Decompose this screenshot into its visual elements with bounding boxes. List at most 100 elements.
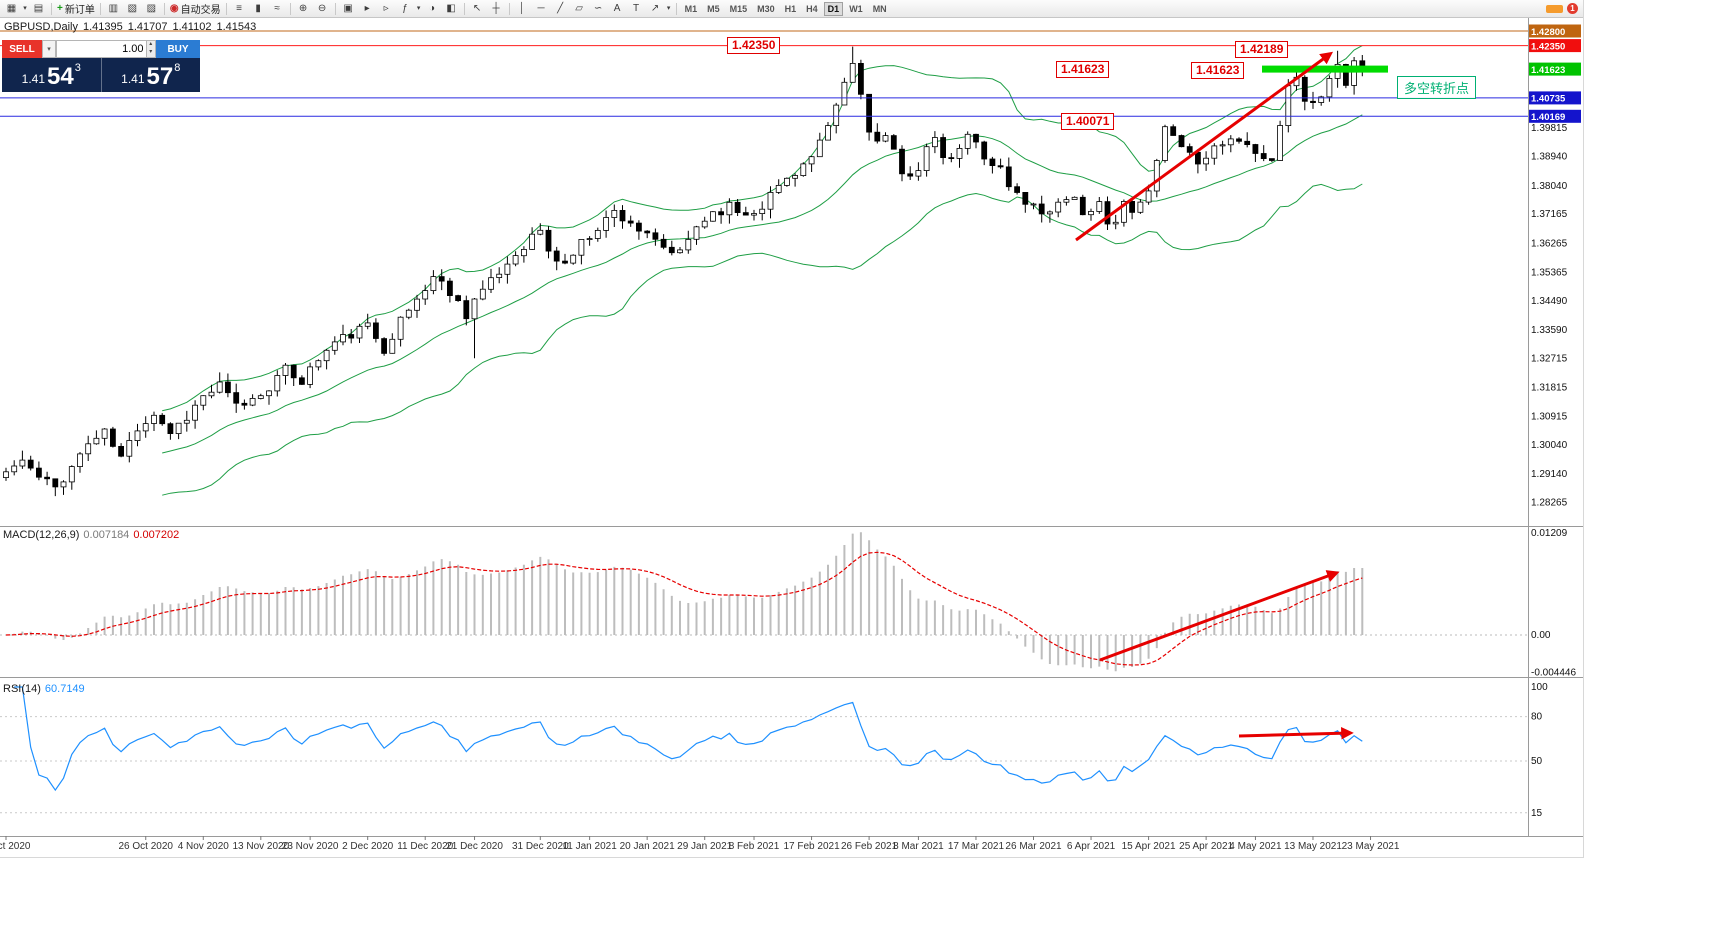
crosshair-button[interactable]: ┼ xyxy=(487,1,506,16)
toolbar-right: 1 xyxy=(1546,3,1583,14)
candle-body xyxy=(973,133,979,143)
volume-down-button[interactable]: ▾ xyxy=(145,49,155,57)
rsi-axis-label: 50 xyxy=(1531,756,1543,767)
autotrading-button[interactable]: ◉ 自动交易 xyxy=(168,1,223,16)
zoom-out-button[interactable]: ⊖ xyxy=(313,1,332,16)
sell-button[interactable]: SELL xyxy=(2,40,42,58)
bid-price[interactable]: 1.41 54 3 xyxy=(2,58,101,92)
candle-body xyxy=(956,147,963,159)
new-chart-button[interactable]: ▦ xyxy=(2,1,21,16)
text-label-button[interactable]: T xyxy=(627,1,646,16)
candle-body xyxy=(603,217,609,231)
community-pill[interactable] xyxy=(1546,4,1563,13)
ask-price[interactable]: 1.41 57 8 xyxy=(100,58,201,92)
candle-body xyxy=(1137,201,1144,213)
horizontal-line-button[interactable]: ─ xyxy=(532,1,551,16)
new-chart-dropdown[interactable]: ▾ xyxy=(21,1,29,16)
profiles-button[interactable]: ▤ xyxy=(29,1,48,16)
candle-body xyxy=(463,300,470,320)
rsi-line xyxy=(14,686,1363,792)
volume-input[interactable] xyxy=(57,41,146,57)
indicators-dropdown[interactable]: ▾ xyxy=(415,1,423,16)
templates-button[interactable]: ◧ xyxy=(442,1,461,16)
timeframe-h4-button[interactable]: H4 xyxy=(806,3,818,14)
candle-body xyxy=(759,208,766,214)
trendline-button[interactable]: ╱ xyxy=(551,1,570,16)
date-label: 26 Oct 2020 xyxy=(118,841,173,852)
date-label: 31 Dec 2020 xyxy=(512,841,569,852)
indicators-button-icon: ƒ xyxy=(402,2,408,14)
toolbar-separator xyxy=(225,2,227,15)
candle-body xyxy=(1244,140,1251,146)
timeframe-m1-button[interactable]: M1 xyxy=(684,3,698,14)
indicators-button[interactable]: ƒ xyxy=(396,1,415,16)
macd-axis-label: 0.00 xyxy=(1531,630,1551,641)
data-window-button[interactable]: ▧ xyxy=(123,1,142,16)
candle-body xyxy=(36,467,42,478)
vertical-line-button[interactable]: │ xyxy=(513,1,532,16)
arrows-button[interactable]: ↗ xyxy=(646,1,665,16)
trend-arrow[interactable] xyxy=(1238,726,1354,740)
price-annotation-label[interactable]: 1.42189 xyxy=(1235,41,1289,58)
price-annotation-label[interactable]: 1.40071 xyxy=(1061,113,1115,130)
turning-point-line[interactable] xyxy=(1262,65,1388,73)
chart-shift-button[interactable]: ▹ xyxy=(377,1,396,16)
candle-body xyxy=(290,364,297,379)
trend-arrow[interactable] xyxy=(1075,51,1334,242)
volume-up-button[interactable]: ▴ xyxy=(145,41,155,49)
axes: 1.39815 1.38940 1.38040 1.37165 1.36265 1.353… xyxy=(0,18,1583,852)
timeframe-d1-button[interactable]: D1 xyxy=(823,1,844,16)
navigator-button[interactable]: ▨ xyxy=(142,1,161,16)
zoom-in-button[interactable]: ⊕ xyxy=(294,1,313,16)
candle-body xyxy=(734,201,741,214)
text-button[interactable]: A xyxy=(608,1,627,16)
turning-point-label[interactable]: 多空转折点 xyxy=(1397,76,1477,99)
buy-button[interactable]: BUY xyxy=(156,40,200,58)
price-annotation-label[interactable]: 1.41623 xyxy=(1191,62,1245,79)
channel-button[interactable]: ▱ xyxy=(570,1,589,16)
auto-scroll-button[interactable]: ▸ xyxy=(358,1,377,16)
timeframe-h1-button[interactable]: H1 xyxy=(784,3,797,14)
candle-body xyxy=(858,63,864,95)
candle-body xyxy=(208,391,215,397)
market-watch-button[interactable]: ▥ xyxy=(104,1,123,16)
candle-body xyxy=(216,381,223,393)
date-label: 25 Apr 2021 xyxy=(1179,841,1233,852)
chart-area[interactable]: 1.39815 1.38940 1.38040 1.37165 1.36265 1.353… xyxy=(0,0,1583,857)
candle-body xyxy=(479,288,486,300)
candle-body xyxy=(1285,85,1292,126)
timeframe-m30-button[interactable]: M30 xyxy=(757,3,775,14)
trend-arrow[interactable] xyxy=(1099,570,1340,662)
cursor-button[interactable]: ↖ xyxy=(468,1,487,16)
candle-body xyxy=(422,290,429,300)
timeframe-mn-button[interactable]: MN xyxy=(872,3,887,14)
date-label: 15 Apr 2021 xyxy=(1122,841,1176,852)
order-type-dropdown[interactable]: ▾ xyxy=(42,40,56,58)
date-label: 17 Mar 2021 xyxy=(948,841,1005,852)
zoom-in-button-icon: ⊕ xyxy=(298,2,308,14)
line-chart-button[interactable]: ≈ xyxy=(268,1,287,16)
candlestick-chart-button[interactable]: ▮ xyxy=(249,1,268,16)
date-label: 23 Nov 2020 xyxy=(282,841,339,852)
timeframe-m5-button[interactable]: M5 xyxy=(707,3,720,14)
date-label: 11 Dec 2020 xyxy=(397,841,453,852)
candle-body xyxy=(866,93,872,133)
candle-body xyxy=(915,170,922,177)
timeframe-m15-button[interactable]: M15 xyxy=(729,3,748,14)
bars-chart-button[interactable]: ≡ xyxy=(230,1,249,16)
periods-dropdown[interactable]: ◑ xyxy=(423,1,442,16)
fibonacci-button[interactable]: ∽ xyxy=(589,1,608,16)
notification-badge[interactable]: 1 xyxy=(1567,3,1578,14)
candle-body xyxy=(348,334,355,339)
macd-axis-label: 0.01209 xyxy=(1531,528,1568,539)
price-annotation-label[interactable]: 1.41623 xyxy=(1056,61,1110,78)
candle-body xyxy=(874,131,881,142)
candle-body xyxy=(660,238,667,248)
price-annotation-label[interactable]: 1.42350 xyxy=(727,37,781,54)
tile-windows-button[interactable]: ▣ xyxy=(339,1,358,16)
arrows-dropdown[interactable]: ▾ xyxy=(665,1,673,16)
high-value: 1.41707 xyxy=(127,21,168,33)
timeframe-w1-button[interactable]: W1 xyxy=(849,3,863,14)
candle-body xyxy=(1096,201,1103,212)
new-order-button[interactable]: + 新订单 xyxy=(55,1,97,16)
